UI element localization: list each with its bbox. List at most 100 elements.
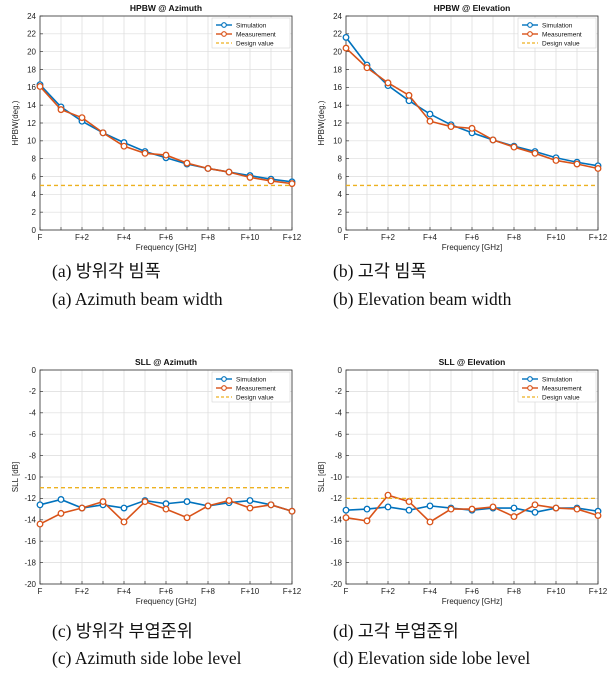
data-point <box>342 506 350 514</box>
x-tick-label: F+8 <box>507 233 522 242</box>
y-axis-label: HPBW(deg.) <box>317 100 326 145</box>
legend-label: Design value <box>236 394 274 401</box>
data-point <box>183 498 191 506</box>
x-tick-label: F+12 <box>283 587 302 596</box>
y-axis-label: HPBW(deg.) <box>11 100 20 145</box>
data-point <box>288 507 296 515</box>
x-axis-label: Frequency [GHz] <box>136 243 196 252</box>
y-tick-label: 12 <box>333 119 342 128</box>
data-point <box>552 156 560 164</box>
legend-marker <box>527 385 533 391</box>
x-tick-label: F+6 <box>465 587 480 596</box>
legend-label: Measurement <box>542 385 582 392</box>
data-point <box>99 498 107 506</box>
y-tick-label: 20 <box>333 47 342 56</box>
legend-label: Measurement <box>542 31 582 38</box>
legend-entry: Simulation <box>216 22 267 29</box>
chart-sll-azimuth: -20 -18 -16 -14 -12 -10 -8 -6 -4 -2 0 F F+2 F+4 F+6 F+8… <box>0 354 306 606</box>
legend-label: Simulation <box>542 22 573 29</box>
x-tick-label: F+6 <box>465 233 480 242</box>
data-point <box>363 64 371 72</box>
legend-label: Design value <box>236 40 274 47</box>
caption-b-english: (b) Elevation beam width <box>333 289 512 309</box>
legend-marker <box>221 22 227 28</box>
grid <box>345 15 599 231</box>
data-point <box>531 149 539 157</box>
y-tick-label: 8 <box>338 154 343 163</box>
caption-a-english: (a) Azimuth beam width <box>52 289 223 309</box>
y-tick-label: 16 <box>27 83 36 92</box>
legend-marker <box>221 376 227 382</box>
x-tick-label: F+12 <box>283 233 302 242</box>
x-axis-label: Frequency [GHz] <box>442 243 502 252</box>
caption-d-english: (d) Elevation side lobe level <box>333 648 531 668</box>
data-point <box>384 491 392 499</box>
y-tick-label: -18 <box>24 558 36 567</box>
data-point <box>510 513 518 521</box>
y-tick-label: -8 <box>335 451 343 460</box>
caption-d-korean: (d) 고각 부엽준위 <box>333 621 459 641</box>
data-point <box>120 142 128 150</box>
x-tick-label: F+2 <box>75 233 90 242</box>
x-axis-label: Frequency [GHz] <box>136 597 196 606</box>
legend-marker <box>527 31 533 37</box>
caption-c-english: (c) Azimuth side lobe level <box>52 648 242 668</box>
data-point <box>573 505 581 513</box>
y-tick-label: 12 <box>27 119 36 128</box>
y-tick-label: 18 <box>27 65 36 74</box>
y-tick-label: 4 <box>32 190 37 199</box>
x-tick-label: F <box>38 233 43 242</box>
data-point <box>363 517 371 525</box>
data-point <box>204 165 212 172</box>
series-measurement <box>36 82 296 188</box>
data-point <box>384 79 392 87</box>
x-tick-label: F+2 <box>381 233 396 242</box>
series-measurement <box>342 44 602 172</box>
y-tick-label: 0 <box>32 226 37 235</box>
y-tick-label: -8 <box>29 451 37 460</box>
y-tick-label: -16 <box>330 537 342 546</box>
caption-c-korean: (c) 방위각 부엽준위 <box>52 621 193 641</box>
x-tick-label: F+4 <box>117 587 132 596</box>
data-point <box>573 160 581 168</box>
y-tick-label: -12 <box>330 494 342 503</box>
y-tick-label: 14 <box>27 101 36 110</box>
data-point <box>162 151 170 159</box>
x-tick-label: F+2 <box>75 587 90 596</box>
legend-entry: Measurement <box>216 31 276 38</box>
y-tick-label: -6 <box>29 430 37 439</box>
y-tick-label: -18 <box>330 558 342 567</box>
data-point <box>405 91 413 99</box>
y-tick-label: 0 <box>338 366 343 375</box>
legend-entry: Design value <box>522 40 580 47</box>
data-point <box>204 502 212 510</box>
y-tick-label: 22 <box>27 30 36 39</box>
legend: Simulation Measurement Design value <box>211 17 291 49</box>
legend: Simulation Measurement Design value <box>211 371 291 403</box>
data-point <box>531 508 539 516</box>
y-tick-label: -20 <box>24 580 36 589</box>
legend-entry: Design value <box>216 394 274 401</box>
data-point <box>267 501 275 509</box>
data-point <box>363 505 371 513</box>
series-measurement <box>36 497 296 528</box>
legend-marker <box>221 385 227 391</box>
y-tick-label: 8 <box>32 154 37 163</box>
legend-entry: Measurement <box>216 385 276 392</box>
y-tick-label: 24 <box>27 12 36 21</box>
y-axis-label: SLL [dB] <box>317 462 326 492</box>
data-point <box>426 117 434 125</box>
y-tick-label: 6 <box>338 172 343 181</box>
data-point <box>426 110 434 118</box>
y-tick-label: -4 <box>335 409 343 418</box>
series-measurement <box>342 491 602 526</box>
y-tick-label: 10 <box>27 137 36 146</box>
y-tick-label: 0 <box>338 226 343 235</box>
y-tick-label: -10 <box>330 473 342 482</box>
y-tick-label: 2 <box>32 208 37 217</box>
data-point <box>57 106 65 114</box>
chart-svg-sll-elevation: -20-18-16-14-12-10-8-6-4-20F F+2 F+4 F+6 F+8… <box>317 357 608 606</box>
legend-entry: Measurement <box>522 31 582 38</box>
data-point <box>342 33 350 41</box>
chart-title: HPBW @ Elevation <box>434 3 511 13</box>
